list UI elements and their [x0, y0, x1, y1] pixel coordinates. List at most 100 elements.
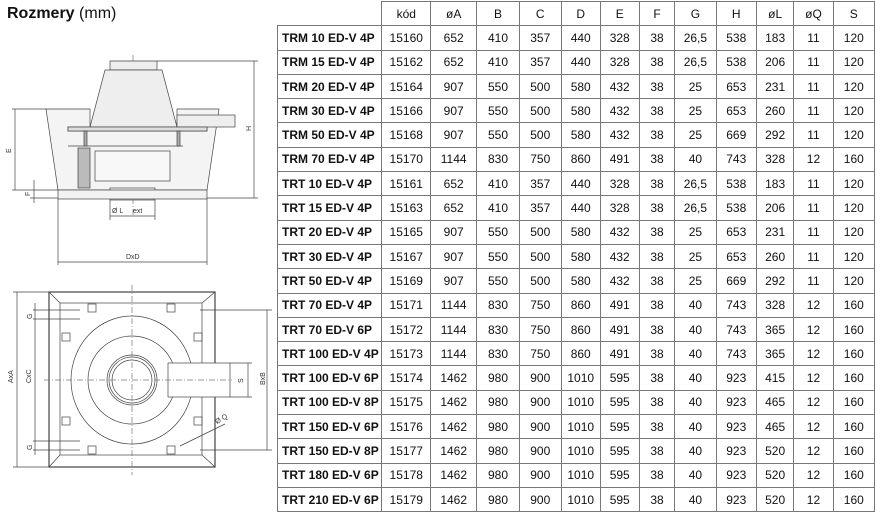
- table-cell: 432: [599, 98, 640, 124]
- table-cell: 15179: [381, 486, 431, 512]
- table-cell: 550: [476, 219, 520, 245]
- label-S: S: [238, 378, 245, 383]
- table-cell: 15161: [381, 171, 431, 197]
- table-cell: 415: [755, 365, 795, 391]
- label-BxB: BxB: [260, 372, 267, 385]
- table-row: TRM 20 ED-V 4P 15164 907 550 500 580 432 38 25 65…: [276, 73, 875, 100]
- table-cell: 38: [638, 268, 676, 294]
- label-Q: Ø Q: [214, 413, 229, 426]
- table-cell: 12: [793, 316, 834, 343]
- table-cell: 900: [518, 414, 562, 440]
- top-view: [13, 285, 272, 475]
- table-cell: 328: [599, 25, 640, 51]
- column-header: D: [560, 0, 601, 27]
- heading-bold: Rozmery: [7, 5, 75, 22]
- table-row: TRM 70 ED-V 4P 15170 1144 830 750 860 491 38 40 7…: [276, 146, 875, 173]
- table-cell: 160: [832, 316, 875, 343]
- table-cell: 25: [674, 122, 717, 148]
- table-row: TRT 100 ED-V 6P 15174 1462 980 900 1010 595 38 4…: [276, 365, 875, 391]
- table-cell: 750: [518, 316, 562, 343]
- model-name: TRT 210 ED-V 6P: [276, 486, 383, 512]
- model-name: TRT 50 ED-V 4P: [276, 268, 383, 294]
- table-cell: 231: [755, 219, 795, 245]
- table-cell: 38: [638, 486, 676, 512]
- table-cell: 15172: [381, 316, 431, 343]
- table-cell: 1462: [429, 462, 478, 488]
- table-cell: 11: [793, 49, 834, 75]
- table-cell: 1144: [429, 316, 478, 343]
- table-cell: 365: [755, 341, 795, 367]
- table-cell: 538: [715, 171, 757, 197]
- table-cell: 160: [832, 462, 875, 488]
- table-cell: 1462: [429, 365, 478, 391]
- table-cell: 410: [476, 25, 520, 51]
- table-cell: 440: [560, 195, 601, 221]
- table-cell: 15173: [381, 341, 431, 367]
- model-name: TRT 70 ED-V 4P: [276, 292, 383, 318]
- table-cell: 38: [638, 73, 676, 100]
- table-cell: 38: [638, 414, 676, 440]
- table-cell: 15162: [381, 49, 431, 75]
- table-cell: 491: [599, 146, 640, 173]
- table-cell: 520: [755, 438, 795, 464]
- table-cell: 1010: [560, 389, 601, 416]
- table-cell: 120: [832, 49, 875, 75]
- label-H: H: [246, 126, 253, 131]
- table-cell: 183: [755, 25, 795, 51]
- table-cell: 830: [476, 146, 520, 173]
- table-cell: 520: [755, 486, 795, 512]
- column-header: øA: [429, 0, 478, 27]
- table-cell: 160: [832, 389, 875, 416]
- table-cell: 595: [599, 486, 640, 512]
- table-cell: 465: [755, 414, 795, 440]
- model-name: TRM 10 ED-V 4P: [276, 25, 383, 51]
- model-name: TRT 15 ED-V 4P: [276, 195, 383, 221]
- table-cell: 432: [599, 268, 640, 294]
- label-AxA: AxA: [8, 370, 15, 383]
- table-cell: 120: [832, 73, 875, 100]
- table-cell: 923: [715, 389, 757, 416]
- table-cell: 653: [715, 219, 757, 245]
- table-cell: 38: [638, 219, 676, 245]
- table-cell: 120: [832, 25, 875, 51]
- table-row: TRT 210 ED-V 6P 15179 1462 980 900 1010 595 38 4…: [276, 486, 875, 512]
- table-cell: 652: [429, 25, 478, 51]
- model-name: TRT 10 ED-V 4P: [276, 171, 383, 197]
- table-cell: 538: [715, 49, 757, 75]
- table-cell: 980: [476, 438, 520, 464]
- table-cell: 500: [518, 268, 562, 294]
- table-cell: 25: [674, 268, 717, 294]
- table-cell: 432: [599, 73, 640, 100]
- model-name: TRT 70 ED-V 6P: [276, 316, 383, 343]
- table-row: TRT 70 ED-V 6P 15172 1144 830 750 860 491 38 40 7…: [276, 316, 875, 343]
- model-name: TRM 30 ED-V 4P: [276, 98, 383, 124]
- table-cell: 292: [755, 268, 795, 294]
- model-name: TRM 20 ED-V 4P: [276, 73, 383, 100]
- label-CxC: CxC: [26, 369, 33, 383]
- table-cell: 750: [518, 341, 562, 367]
- table-cell: 15175: [381, 389, 431, 416]
- table-cell: 15166: [381, 98, 431, 124]
- model-name: TRT 100 ED-V 4P: [276, 341, 383, 367]
- table-cell: 25: [674, 243, 717, 270]
- column-header: øQ: [793, 0, 834, 27]
- table-cell: 15168: [381, 122, 431, 148]
- table-cell: 1010: [560, 486, 601, 512]
- table-cell: 500: [518, 243, 562, 270]
- model-name: TRT 30 ED-V 4P: [276, 243, 383, 270]
- table-cell: 595: [599, 438, 640, 464]
- table-cell: 40: [674, 438, 717, 464]
- label-G-bottom: G: [27, 445, 34, 450]
- table-cell: 538: [715, 25, 757, 51]
- table-cell: 907: [429, 243, 478, 270]
- table-cell: 550: [476, 73, 520, 100]
- table-cell: 595: [599, 462, 640, 488]
- table-cell: 1144: [429, 341, 478, 367]
- table-cell: 357: [518, 49, 562, 75]
- table-cell: 12: [793, 365, 834, 391]
- label-DxD: DxD: [126, 254, 140, 261]
- table-cell: 907: [429, 98, 478, 124]
- table-cell: 907: [429, 268, 478, 294]
- table-cell: 1462: [429, 414, 478, 440]
- column-header: kód: [381, 0, 431, 27]
